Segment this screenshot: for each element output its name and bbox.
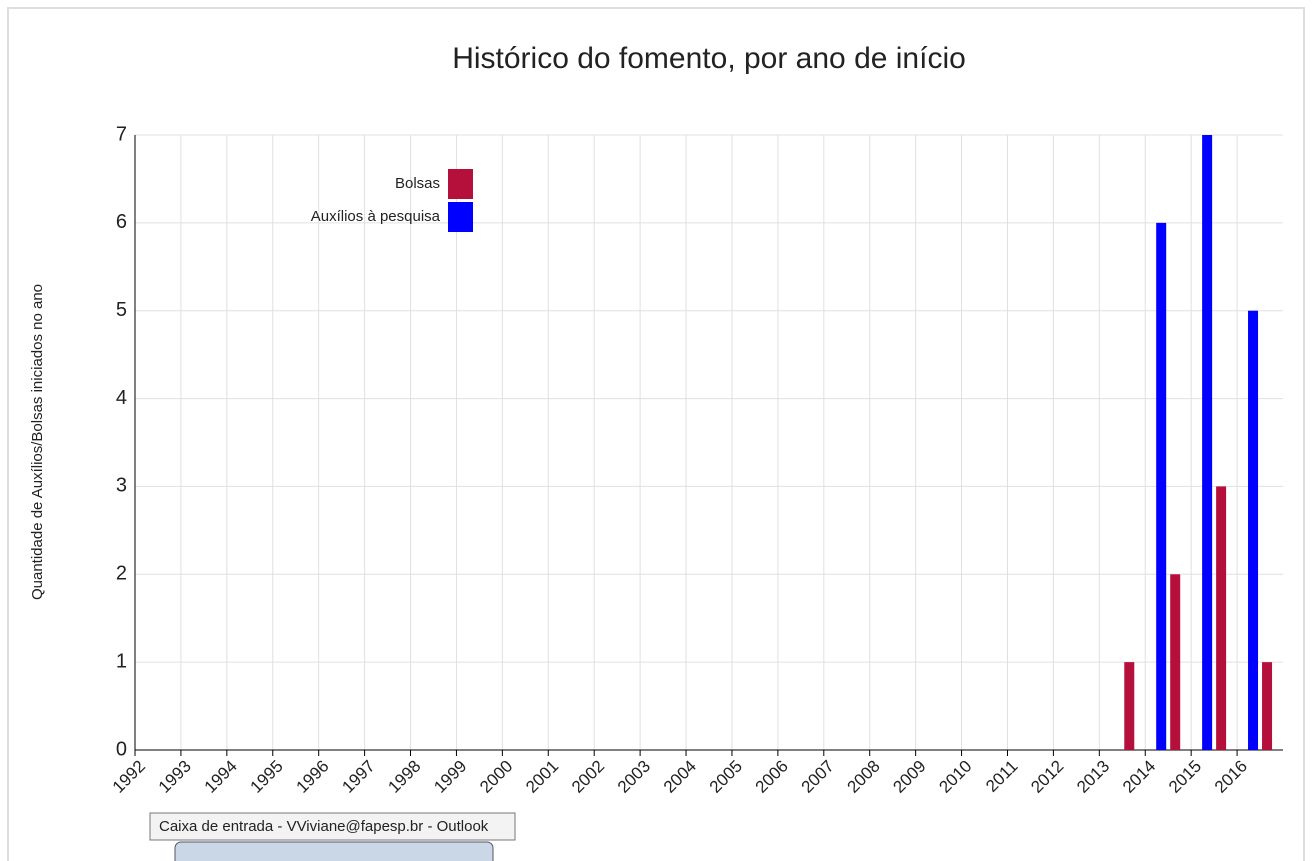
- bar: [1202, 135, 1213, 750]
- window-preview: [174, 841, 494, 861]
- bar: [1262, 662, 1273, 750]
- tooltip-box: [149, 812, 516, 841]
- y-tick-label: 6: [116, 211, 127, 233]
- frame: [7, 7, 1305, 861]
- bar: [1248, 310, 1259, 750]
- y-tick-label: 4: [116, 387, 127, 409]
- chart-title: Histórico do fomento, por ano de início: [452, 42, 966, 75]
- y-tick-label: 2: [116, 563, 127, 585]
- legend-swatch: [448, 169, 473, 199]
- tooltip-text: Caixa de entrada - VViviane@fapesp.br - …: [159, 818, 489, 835]
- y-tick-label: 0: [116, 738, 127, 760]
- legend-swatch: [448, 202, 473, 232]
- y-axis-label: Quantidade de Auxílios/Bolsas iniciados …: [29, 284, 46, 600]
- bar: [1216, 486, 1227, 750]
- legend-label: Auxílios à pesquisa: [311, 208, 441, 225]
- bar: [1124, 662, 1135, 750]
- y-tick-label: 7: [116, 123, 127, 145]
- y-tick-label: 3: [116, 475, 127, 497]
- legend-label: Bolsas: [395, 175, 440, 192]
- bar: [1156, 222, 1167, 750]
- y-tick-label: 5: [116, 299, 127, 321]
- tooltip: Caixa de entrada - VViviane@fapesp.br - …: [149, 812, 516, 861]
- y-tick-label: 1: [116, 650, 127, 672]
- bar: [1170, 574, 1181, 750]
